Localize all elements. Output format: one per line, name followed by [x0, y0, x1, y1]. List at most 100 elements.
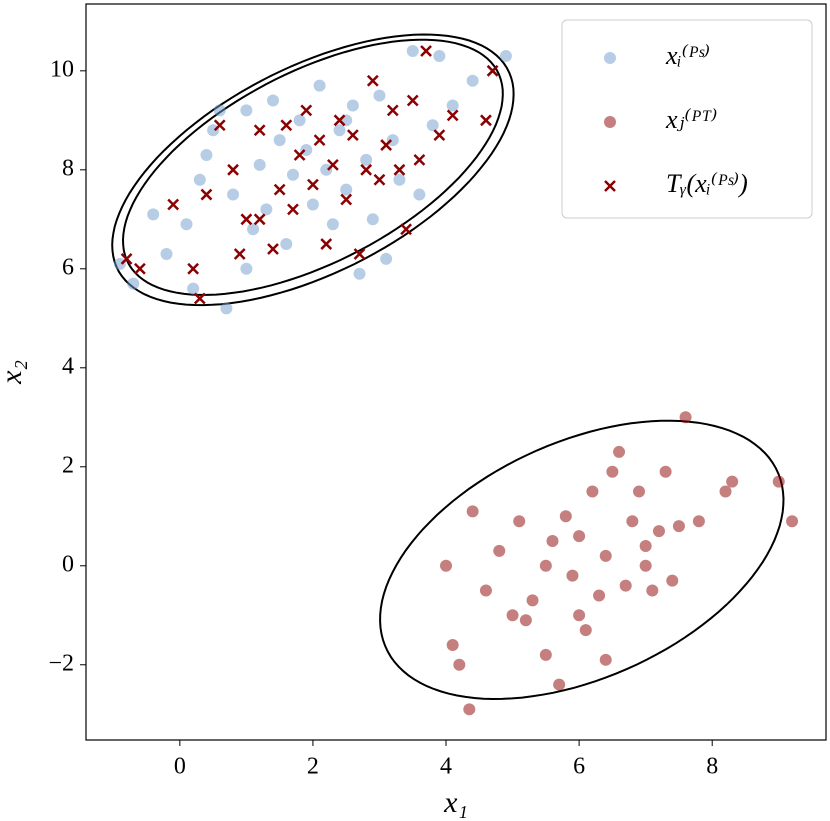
scatter-point: [306, 198, 319, 211]
cross-point: [240, 213, 253, 226]
scatter-point: [466, 505, 479, 518]
scatter-point: [539, 559, 552, 572]
y-tick-label: 10: [50, 56, 74, 82]
scatter-point: [340, 183, 353, 196]
ellipse: [111, 33, 515, 307]
cross-point: [446, 109, 459, 122]
cross-point: [400, 223, 412, 236]
ellipse: [379, 419, 785, 701]
scatter-point: [606, 465, 619, 478]
scatter-point: [463, 703, 476, 716]
scatter-point: [553, 678, 566, 691]
scatter-point: [380, 252, 393, 265]
scatter-point: [626, 515, 639, 528]
scatter-point: [346, 99, 359, 112]
scatter-point: [333, 124, 346, 137]
cross-point: [393, 163, 406, 176]
cross-point: [120, 253, 133, 265]
cross-point: [406, 94, 419, 107]
scatter-point: [573, 609, 586, 622]
cross-point: [353, 248, 366, 260]
scatter-point: [440, 559, 453, 572]
cross-point: [386, 104, 399, 117]
y-tick-label: 0: [62, 551, 74, 577]
scatter-point: [719, 485, 732, 498]
scatter-point: [519, 614, 532, 627]
y-tick-label: 4: [62, 353, 74, 379]
cross-point: [486, 64, 499, 77]
cross-point: [373, 173, 386, 186]
scatter-point: [286, 168, 299, 181]
scatter-point: [726, 475, 739, 488]
scatter-point: [260, 203, 273, 216]
cross-point: [273, 183, 286, 196]
scatter-point: [366, 213, 379, 226]
cross-point: [253, 124, 266, 137]
cross-point: [227, 163, 239, 176]
scatter-point: [619, 579, 632, 592]
cross-point: [307, 178, 319, 191]
scatter-point: [546, 535, 559, 548]
y-tick-label: 6: [62, 254, 74, 280]
cross-point: [360, 163, 373, 176]
cross-point: [413, 154, 426, 166]
scatter-point: [220, 302, 233, 315]
cross-point: [346, 129, 359, 142]
scatter-point: [247, 223, 260, 236]
scatter-point: [513, 515, 526, 528]
x-tick-label: 2: [307, 754, 319, 780]
cross-point: [340, 193, 353, 206]
scatter-point: [499, 49, 512, 62]
cross-point: [293, 149, 306, 161]
scatter-point: [406, 45, 419, 58]
y-axis-label: x₂: [0, 360, 28, 385]
scatter-point: [313, 79, 326, 92]
cross-point: [327, 158, 339, 171]
scatter-point: [639, 539, 652, 552]
plot-frame: [85, 3, 827, 741]
scatter-point: [187, 282, 200, 295]
scatter-point: [266, 94, 279, 107]
cross-point: [287, 203, 299, 216]
scatter-point: [446, 99, 459, 112]
x-tick-label: 6: [573, 754, 585, 780]
scatter-point: [599, 549, 612, 562]
cross-point: [333, 114, 346, 127]
scatter-point: [579, 624, 592, 637]
scatter-point: [446, 638, 459, 651]
scatter-point: [127, 277, 140, 290]
scatter-point: [213, 104, 226, 117]
scatter-point: [772, 475, 785, 488]
legend-text: xⱼ⁽ᴾᵀ⁾: [665, 105, 717, 134]
cross-point: [366, 74, 379, 87]
scatter-point: [240, 262, 253, 275]
scatter-point: [566, 569, 579, 582]
cross-point: [300, 104, 313, 117]
legend-box: [561, 19, 813, 219]
scatter-point: [160, 247, 173, 260]
scatter-point: [692, 515, 705, 528]
cross-point: [253, 213, 266, 226]
x-tick-label: 8: [706, 754, 718, 780]
scatter-point: [659, 465, 672, 478]
scatter-point: [326, 218, 339, 231]
cross-point: [233, 248, 246, 260]
scatter-point: [227, 188, 240, 201]
legend-marker: [604, 116, 616, 128]
scatter-point: [466, 74, 479, 87]
scatter-point: [786, 515, 799, 528]
scatter-point: [666, 574, 679, 587]
scatter-point: [280, 238, 293, 251]
scatter-point: [360, 153, 373, 166]
x-tick-label: 4: [440, 754, 452, 780]
scatter-point: [193, 173, 206, 186]
scatter-point: [652, 525, 665, 538]
scatter-point: [679, 411, 692, 424]
scatter-point: [373, 89, 386, 102]
scatter-point: [646, 584, 659, 597]
cross-point: [480, 114, 492, 127]
cross-point: [213, 119, 226, 132]
cross-point: [280, 119, 293, 132]
scatter-point: [493, 544, 506, 557]
